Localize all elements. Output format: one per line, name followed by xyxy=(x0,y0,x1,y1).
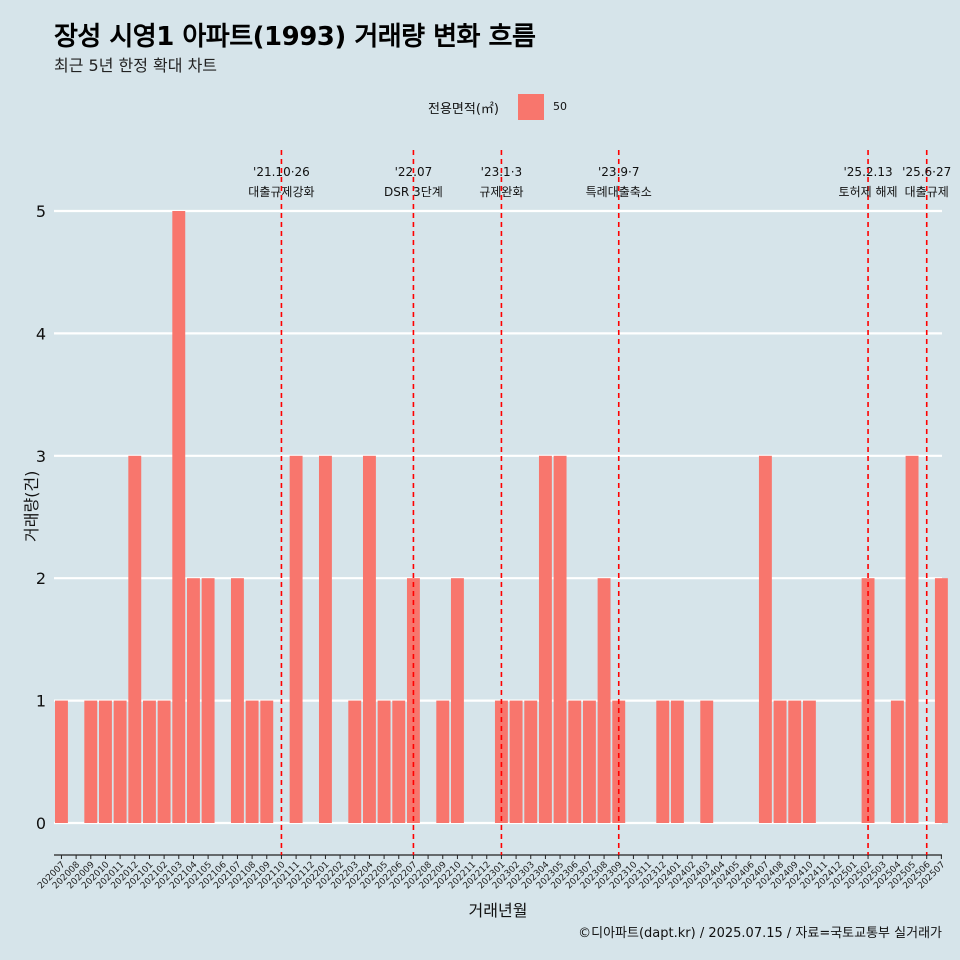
bar xyxy=(113,700,127,823)
y-tick-label: 5 xyxy=(36,202,46,221)
bar xyxy=(670,700,684,823)
bar xyxy=(230,578,244,823)
bar xyxy=(128,455,142,823)
event-text-label: 토허제 해제 xyxy=(839,185,898,199)
event-date-label: '23.1·3 xyxy=(481,165,522,179)
y-tick-label: 1 xyxy=(36,692,46,711)
bar xyxy=(553,455,567,823)
bar xyxy=(157,700,171,823)
bar xyxy=(362,455,376,823)
bar xyxy=(142,700,156,823)
bar xyxy=(98,700,112,823)
bar xyxy=(700,700,714,823)
bar xyxy=(436,700,450,823)
bar xyxy=(612,700,626,823)
event-date-label: '22.07 xyxy=(395,165,433,179)
y-tick-label: 2 xyxy=(36,569,46,588)
bar xyxy=(392,700,406,823)
event-text-label: 대출규제강화 xyxy=(248,185,314,199)
x-axis-label: 거래년월 xyxy=(468,901,528,920)
event-date-label: '23.9·7 xyxy=(598,165,639,179)
bar xyxy=(758,455,772,823)
bar xyxy=(788,700,802,823)
bar xyxy=(55,700,68,823)
y-tick-label: 3 xyxy=(36,447,46,466)
bar xyxy=(186,578,200,823)
bar xyxy=(318,455,332,823)
bar xyxy=(509,700,523,823)
event-text-label: DSR 3단계 xyxy=(384,185,443,199)
event-date-label: '25.6·27 xyxy=(902,165,951,179)
bar xyxy=(524,700,538,823)
bar xyxy=(245,700,259,823)
y-tick-label: 0 xyxy=(36,814,46,833)
bar xyxy=(568,700,582,823)
y-axis-label: 거래량(건) xyxy=(22,470,41,542)
event-text-label: 규제완화 xyxy=(479,185,523,199)
bar xyxy=(934,578,948,823)
event-date-label: '21.10·26 xyxy=(253,165,310,179)
bar xyxy=(450,578,464,823)
chart-subtitle: 최근 5년 한정 확대 차트 xyxy=(54,56,218,75)
bar xyxy=(582,700,596,823)
bar xyxy=(773,700,787,823)
bar xyxy=(538,455,552,823)
bar xyxy=(656,700,670,823)
bar xyxy=(172,211,186,823)
bar xyxy=(802,700,816,823)
bar xyxy=(201,578,215,823)
bar xyxy=(597,578,611,823)
chart-title: 장성 시영1 아파트(1993) 거래량 변화 흐름 xyxy=(54,22,536,52)
y-tick-label: 4 xyxy=(36,324,46,343)
event-text-label: 특례대출축소 xyxy=(586,185,652,199)
source-caption: ©디아파트(dapt.kr) / 2025.07.15 / 자료=국토교통부 실… xyxy=(578,926,942,941)
bar xyxy=(289,455,303,823)
legend-swatch xyxy=(518,94,544,120)
event-text-label: 대출규제 xyxy=(905,185,949,199)
legend-title: 전용면적(㎡) xyxy=(428,102,499,117)
bar xyxy=(348,700,362,823)
bar xyxy=(84,700,98,823)
legend-item-label: 50 xyxy=(553,100,567,113)
bar xyxy=(377,700,391,823)
bar xyxy=(890,700,904,823)
bar xyxy=(905,455,919,823)
bar xyxy=(494,700,508,823)
bar xyxy=(260,700,274,823)
event-date-label: '25.2.13 xyxy=(844,165,893,179)
legend: 전용면적(㎡) 50 xyxy=(0,92,960,122)
